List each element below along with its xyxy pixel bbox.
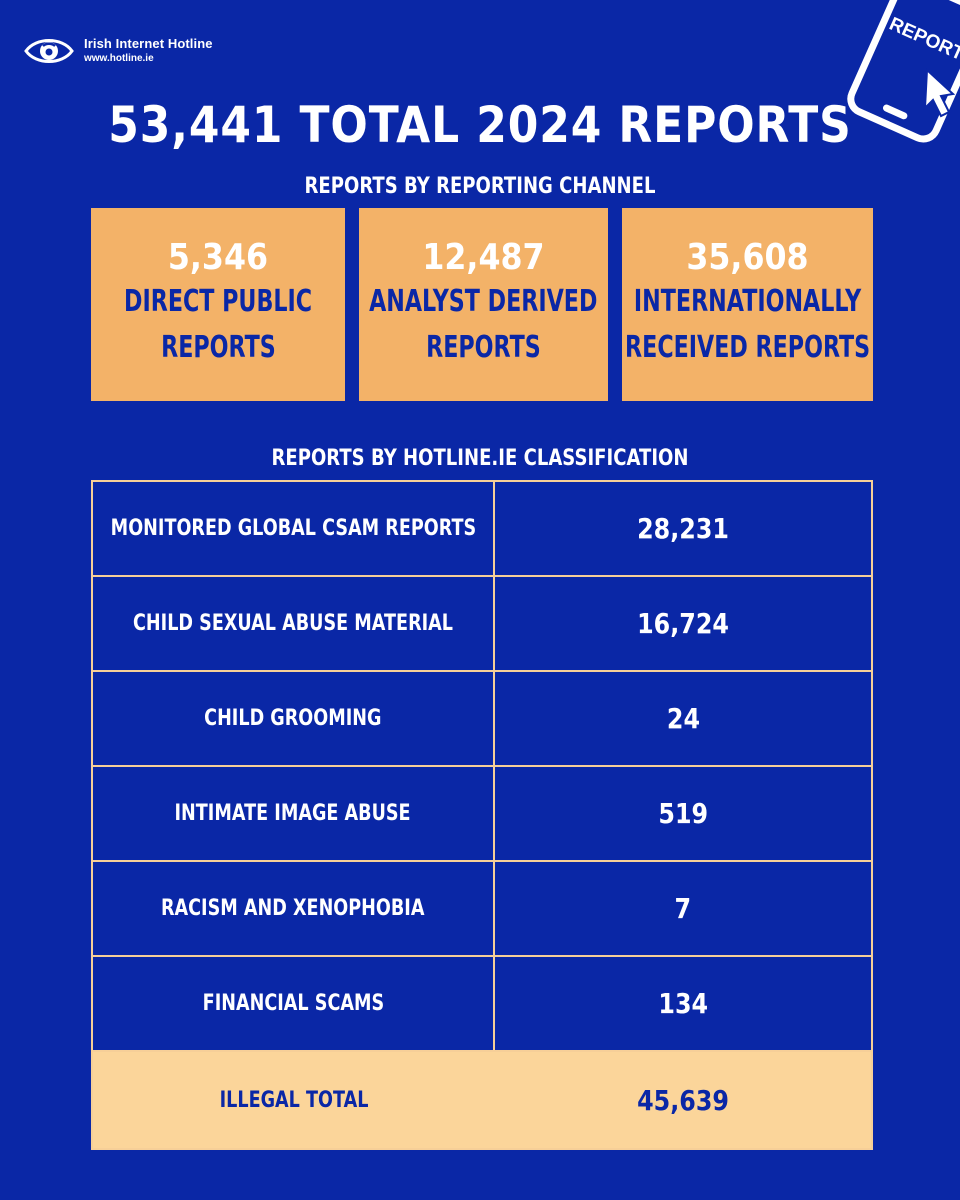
logo-url: www.hotline.ie — [84, 53, 154, 65]
row-value: 16,724 — [637, 607, 729, 640]
row-value: 28,231 — [637, 512, 729, 545]
card-value: 35,608 — [686, 237, 809, 279]
card-label-line2: RECEIVED REPORTS — [624, 330, 871, 366]
card-label-line2: REPORTS — [426, 330, 541, 366]
card-label-line1: INTERNATIONALLY — [633, 283, 862, 319]
classification-table: MONITORED GLOBAL CSAM REPORTS 28,231 CHI… — [91, 480, 873, 1150]
table-row: INTIMATE IMAGE ABUSE 519 — [93, 767, 871, 862]
row-label: CHILD GROOMING — [93, 672, 495, 765]
row-label: MONITORED GLOBAL CSAM REPORTS — [93, 482, 495, 575]
row-label: CHILD SEXUAL ABUSE MATERIAL — [93, 577, 495, 670]
row-value: 519 — [658, 797, 708, 830]
total-label: ILLEGAL TOTAL — [219, 1087, 369, 1113]
channel-card-analyst-derived: 12,487 ANALYST DERIVED REPORTS — [359, 208, 608, 401]
phone-report-icon: REPORT — [835, 0, 960, 164]
channel-card-direct-public: 5,346 DIRECT PUBLIC REPORTS — [91, 208, 345, 401]
row-label: INTIMATE IMAGE ABUSE — [93, 767, 495, 860]
channel-heading: REPORTS BY REPORTING CHANNEL — [304, 174, 656, 199]
card-label-line1: ANALYST DERIVED — [369, 283, 598, 319]
table-row: CHILD SEXUAL ABUSE MATERIAL 16,724 — [93, 577, 871, 672]
row-label: RACISM AND XENOPHOBIA — [93, 862, 495, 955]
card-label-line1: DIRECT PUBLIC — [123, 283, 313, 319]
total-row: ILLEGAL TOTAL 45,639 — [93, 1052, 871, 1148]
eye-icon — [24, 34, 74, 68]
table-row: FINANCIAL SCAMS 134 — [93, 957, 871, 1052]
phone-report-label: REPORT — [886, 14, 960, 66]
table-row: CHILD GROOMING 24 — [93, 672, 871, 767]
page-title: 53,441 TOTAL 2024 REPORTS — [108, 96, 852, 154]
card-value: 5,346 — [167, 237, 269, 279]
card-value: 12,487 — [422, 237, 545, 279]
row-value: 134 — [658, 987, 708, 1020]
hotline-logo: Irish Internet Hotline www.hotline.ie — [24, 34, 213, 68]
classification-heading: REPORTS BY HOTLINE.IE CLASSIFICATION — [271, 446, 689, 471]
row-value: 7 — [674, 892, 692, 925]
row-value: 24 — [666, 702, 700, 735]
channel-card-internationally-received: 35,608 INTERNATIONALLY RECEIVED REPORTS — [622, 208, 873, 401]
table-row: RACISM AND XENOPHOBIA 7 — [93, 862, 871, 957]
logo-text: Irish Internet Hotline www.hotline.ie — [84, 37, 213, 64]
table-row: MONITORED GLOBAL CSAM REPORTS 28,231 — [93, 482, 871, 577]
total-value: 45,639 — [637, 1083, 729, 1117]
row-label: FINANCIAL SCAMS — [93, 957, 495, 1050]
logo-name: Irish Internet Hotline — [84, 36, 213, 52]
card-label-line2: REPORTS — [160, 330, 276, 366]
